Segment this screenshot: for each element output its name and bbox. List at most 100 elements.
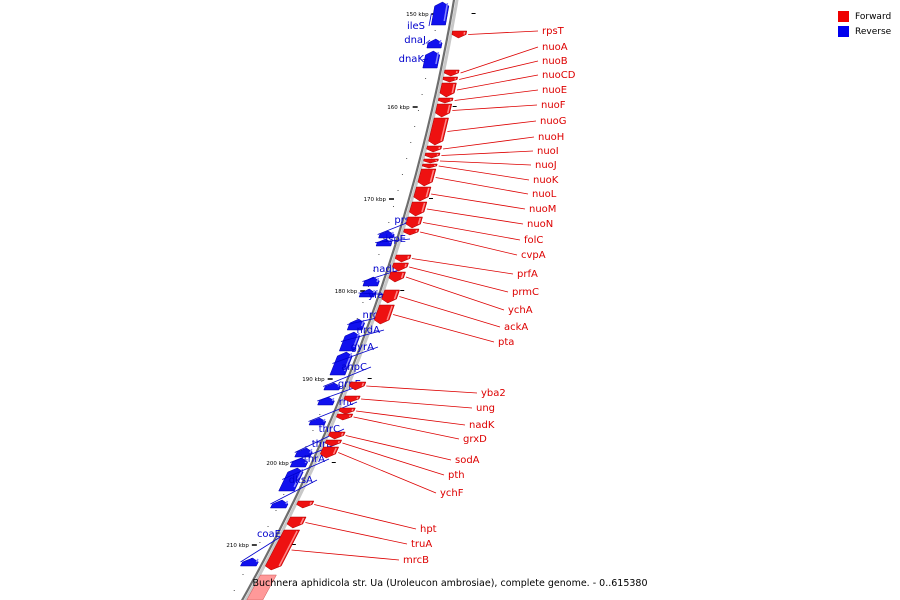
gene-body: [319, 446, 340, 459]
gene-label: dnaJ: [404, 35, 426, 46]
ruler-dot: [425, 78, 427, 79]
gene-label: pta: [498, 337, 514, 348]
gene-connector: [240, 533, 286, 563]
ruler-dot: [233, 590, 235, 591]
gene-body: [388, 271, 406, 283]
gene-hpt: hpt: [296, 500, 437, 535]
gene-connector: [399, 296, 501, 328]
ruler-dot: [259, 542, 261, 543]
gene-label: prs: [394, 215, 410, 226]
gene-body: [421, 163, 438, 169]
gene-connector: [405, 276, 505, 311]
gene-highlight: [372, 289, 376, 294]
gene-label: ackA: [504, 322, 528, 333]
gene-highlight: [323, 418, 326, 422]
gene-connector: [360, 398, 473, 409]
gene-ileS: ileS: [407, 1, 450, 32]
gene-highlight: [304, 458, 308, 464]
gene-body: [378, 230, 395, 239]
gene-label: nrdA: [357, 325, 381, 336]
gene-connector: [442, 136, 535, 150]
gene-prfA: prfA: [394, 254, 538, 280]
gene-body: [413, 186, 432, 202]
gene-body: [392, 262, 409, 272]
ruler-dot: [378, 254, 380, 255]
gene-nadK: nadK: [338, 407, 495, 431]
gene-connector: [428, 13, 432, 27]
backbone-line: [240, 0, 456, 600]
gene-label: nuoG: [540, 116, 567, 127]
ruler-dot: [356, 318, 358, 319]
ruler-mark: [331, 462, 336, 463]
gene-connector: [435, 177, 529, 195]
gene-highlight: [361, 382, 365, 387]
legend-reverse: Reverse: [838, 24, 891, 39]
gene-label: nuoJ: [535, 160, 557, 171]
gene-ung: ung: [343, 395, 495, 414]
forward-swatch: [838, 11, 849, 22]
gene-body: [403, 228, 420, 236]
gene-connector: [342, 442, 445, 476]
ruler-label: 160 kbp: [387, 105, 410, 111]
gene-connector: [393, 314, 495, 343]
gene-truA: truA: [286, 516, 432, 550]
gene-connector: [468, 30, 539, 35]
gene-body: [443, 69, 460, 77]
ruler-label: 190 kbp: [302, 377, 325, 383]
gene-body: [426, 145, 443, 153]
gene-highlight: [351, 408, 354, 412]
gene-label: grxD: [463, 434, 487, 445]
gene-highlight: [438, 146, 441, 150]
gene-dksA: dksA: [269, 475, 318, 509]
gene-label: thrA: [304, 454, 325, 465]
gene-connector: [411, 258, 514, 275]
gene-label: coaE: [257, 529, 281, 540]
gene-highlight: [407, 255, 410, 259]
gene-body: [451, 30, 468, 39]
gene-thrA: thrA: [278, 454, 330, 492]
ruler-dot: [383, 238, 385, 239]
gene-body: [338, 407, 356, 415]
gene-label: nuoL: [532, 189, 557, 200]
gene-connector: [459, 60, 539, 80]
gene-highlight: [421, 202, 426, 213]
gene-dnaK: dnaK: [399, 50, 441, 69]
gene-connector: [291, 549, 400, 561]
gene-label: pth: [448, 470, 465, 481]
legend-reverse-label: Reverse: [855, 26, 892, 37]
gene-body: [308, 417, 327, 426]
gene-ispE: ispE: [375, 234, 411, 247]
gene-highlight: [435, 51, 440, 65]
gene-connector: [340, 329, 385, 342]
gene-connector: [353, 416, 460, 440]
gene-label: nuoCD: [542, 70, 576, 81]
gene-connector: [270, 479, 318, 505]
gene-connector: [308, 401, 358, 422]
gene-connector: [419, 231, 518, 256]
gene-body: [417, 168, 437, 187]
gene-body: [394, 254, 412, 263]
gene-nuoJ: nuoJ: [423, 158, 557, 171]
gene-connector: [422, 222, 521, 241]
gene-highlight: [285, 500, 289, 505]
backbone-shadow: [243, 0, 459, 600]
gene-highlight: [391, 231, 394, 235]
gene-highlight: [353, 332, 360, 348]
gene-highlight: [255, 558, 259, 563]
gene-highlight: [356, 396, 359, 400]
genome-backbone: [240, 0, 459, 600]
gene-connector: [362, 268, 403, 282]
gene-body: [381, 289, 400, 304]
gene-highlight: [341, 432, 344, 436]
ruler-dot: [421, 94, 423, 95]
ruler-dot: [401, 174, 403, 175]
gene-body: [424, 152, 441, 159]
gene-connector: [447, 120, 537, 132]
reverse-genes: ileS dnaJ dnaK prs ispE nadE yfaE nrdB nrdA gyrA a…: [239, 1, 450, 567]
gene-body: [426, 38, 443, 49]
gene-highlight: [447, 104, 451, 114]
legend-forward-label: Forward: [855, 11, 892, 22]
gene-highlight: [429, 169, 435, 183]
gene-body: [269, 499, 289, 509]
gene-body: [428, 117, 449, 146]
